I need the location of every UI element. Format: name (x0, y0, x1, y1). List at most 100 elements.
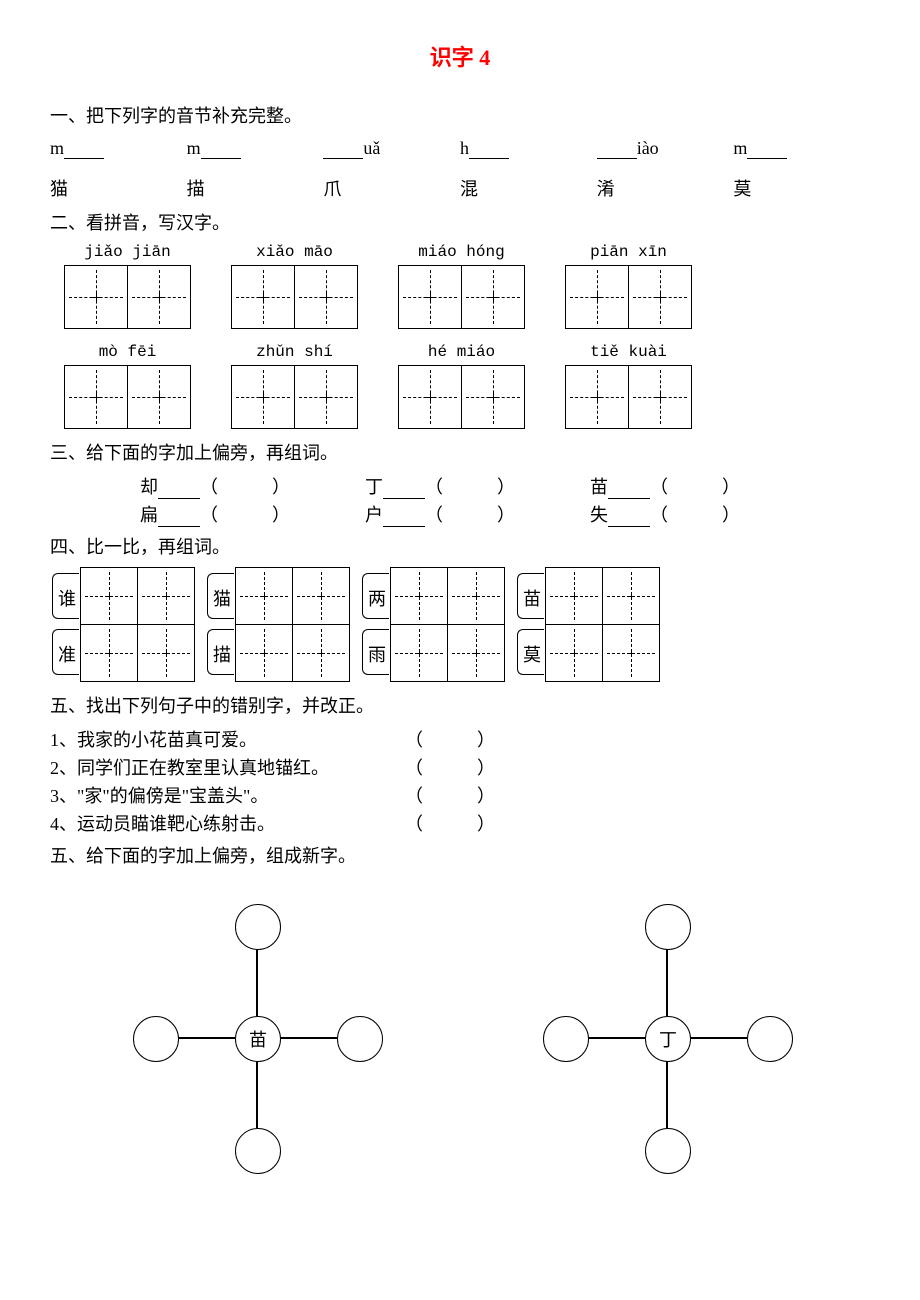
answer-paren[interactable]: （ ） (390, 754, 510, 780)
sentence-text: 4、运动员瞄谁靶心练射击。 (50, 810, 390, 836)
answer-paren[interactable]: （ ） (390, 726, 510, 752)
answer-paren[interactable]: （ ） (390, 810, 510, 836)
page-title: 识字 4 (50, 40, 870, 72)
sentence-text: 1、我家的小花苗真可爱。 (50, 726, 390, 752)
brace (362, 573, 389, 619)
fill-blank[interactable] (608, 510, 650, 527)
tianzige-box[interactable] (293, 567, 350, 625)
fill-blank[interactable] (158, 482, 200, 499)
brace (517, 629, 544, 675)
pinyin-label: tiě kuài (590, 343, 667, 361)
fill-blank[interactable] (469, 142, 509, 159)
fill-blank[interactable] (158, 510, 200, 527)
tianzige-box[interactable] (138, 567, 195, 625)
q1-pinyin-cell: h (460, 138, 597, 159)
spider-line (279, 1037, 337, 1039)
q1-pinyin-cell: m (50, 138, 187, 159)
pinyin-label: hé miáo (428, 343, 495, 361)
q1-pinyin-cell: m (187, 138, 324, 159)
spider-line (256, 948, 258, 1016)
compare-group: 两雨 (390, 567, 505, 682)
tianzige-box[interactable] (231, 265, 295, 329)
pinyin-box-group: zhǔn shí (231, 343, 358, 429)
tianzige-box[interactable] (629, 365, 692, 429)
tianzige-box[interactable] (64, 265, 128, 329)
radical-spider: 丁 (515, 898, 815, 1178)
q1-char-row: 猫描爪混淆莫 (50, 169, 870, 201)
tianzige-box[interactable] (64, 365, 128, 429)
q3-item: 苗（ ） (590, 473, 815, 499)
q1-pinyin-row: mmuǎhiàom (50, 138, 870, 159)
fill-blank[interactable] (201, 142, 241, 159)
q3-item: 失（ ） (590, 501, 815, 527)
answer-paren[interactable]: （ ） (390, 782, 510, 808)
pinyin-box-group: miáo hóng (398, 243, 525, 329)
pinyin-label: mò fēi (99, 343, 157, 361)
q3-item: 户（ ） (365, 501, 590, 527)
radical-spider: 苗 (105, 898, 405, 1178)
tianzige-box[interactable] (448, 567, 505, 625)
tianzige-box[interactable] (545, 624, 603, 682)
tianzige-box[interactable] (565, 365, 629, 429)
spider-blank-circle[interactable] (235, 904, 281, 950)
spider-center-char: 苗 (235, 1016, 281, 1062)
spider-blank-circle[interactable] (133, 1016, 179, 1062)
tianzige-box[interactable] (462, 365, 525, 429)
tianzige-box[interactable] (295, 365, 358, 429)
q3-item: 却（ ） (140, 473, 365, 499)
tianzige-box[interactable] (603, 567, 660, 625)
spider-blank-circle[interactable] (337, 1016, 383, 1062)
tianzige-box[interactable] (398, 265, 462, 329)
spider-center-char: 丁 (645, 1016, 691, 1062)
fill-blank[interactable] (747, 142, 787, 159)
q3-base-char: 却 (140, 477, 158, 497)
fill-blank[interactable] (608, 482, 650, 499)
fill-blank[interactable] (597, 142, 637, 159)
tianzige-box[interactable] (80, 624, 138, 682)
spider-blank-circle[interactable] (645, 1128, 691, 1174)
pinyin-label: jiǎo jiān (84, 243, 170, 261)
tianzige-box[interactable] (390, 624, 448, 682)
fill-blank[interactable] (64, 142, 104, 159)
compare-group: 谁准 (80, 567, 195, 682)
tianzige-box[interactable] (231, 365, 295, 429)
q1-pinyin-cell: iào (597, 138, 734, 159)
spider-blank-circle[interactable] (645, 904, 691, 950)
tianzige-box[interactable] (80, 567, 138, 625)
tianzige-box[interactable] (235, 624, 293, 682)
pinyin-label: piān xīn (590, 243, 667, 261)
q1-char-cell: 猫 (50, 175, 187, 201)
tianzige-box[interactable] (128, 265, 191, 329)
tianzige-box[interactable] (545, 567, 603, 625)
pinyin-box-group: hé miáo (398, 343, 525, 429)
tianzige-box[interactable] (390, 567, 448, 625)
tianzige-box[interactable] (603, 624, 660, 682)
spider-blank-circle[interactable] (543, 1016, 589, 1062)
spider-line (689, 1037, 747, 1039)
tianzige-box[interactable] (128, 365, 191, 429)
spider-blank-circle[interactable] (235, 1128, 281, 1174)
tianzige-box[interactable] (462, 265, 525, 329)
tianzige-box[interactable] (138, 624, 195, 682)
brace (362, 629, 389, 675)
fill-blank[interactable] (383, 510, 425, 527)
fill-blank[interactable] (383, 482, 425, 499)
compare-group: 苗莫 (545, 567, 660, 682)
fill-blank[interactable] (323, 142, 363, 159)
q3-row: 却（ ）丁（ ）苗（ ） (140, 473, 870, 499)
q3-row: 扁（ ）户（ ）失（ ） (140, 501, 870, 527)
pinyin-label: miáo hóng (418, 243, 504, 261)
spider-line (177, 1037, 235, 1039)
tianzige-box[interactable] (293, 624, 350, 682)
tianzige-box[interactable] (398, 365, 462, 429)
pinyin-label: xiǎo māo (256, 243, 333, 261)
tianzige-box[interactable] (565, 265, 629, 329)
tianzige-box[interactable] (448, 624, 505, 682)
q3-base-char: 扁 (140, 505, 158, 525)
tianzige-box[interactable] (235, 567, 293, 625)
tianzige-box[interactable] (629, 265, 692, 329)
spider-blank-circle[interactable] (747, 1016, 793, 1062)
spider-line (666, 948, 668, 1016)
tianzige-box[interactable] (295, 265, 358, 329)
q1-char-cell: 描 (187, 175, 324, 201)
